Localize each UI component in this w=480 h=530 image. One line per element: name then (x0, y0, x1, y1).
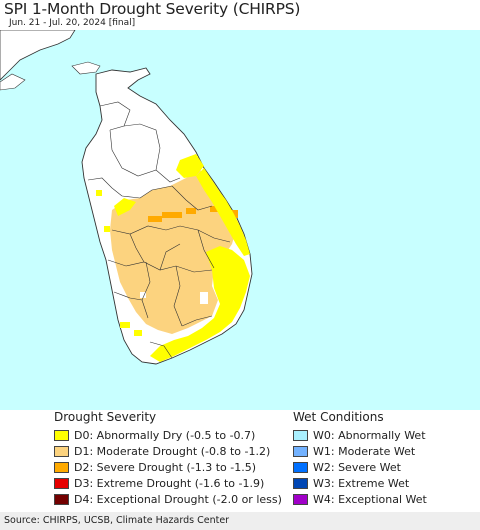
legend-label-d1: D1: Moderate Drought (-0.8 to -1.2) (74, 444, 271, 458)
legend-swatch-w0 (293, 429, 308, 441)
legend-item-d0: D0: Abnormally Dry (-0.5 to -0.7) (54, 427, 282, 443)
d2-patch (210, 206, 218, 212)
normal-patch (140, 292, 146, 298)
legend-label-w1: W1: Moderate Wet (313, 444, 416, 458)
d0-patch (120, 322, 130, 328)
legend-item-d2: D2: Severe Drought (-1.3 to -1.5) (54, 459, 282, 475)
legend-item-w1: W1: Moderate Wet (293, 443, 427, 459)
legend-item-d3: D3: Extreme Drought (-1.6 to -1.9) (54, 475, 282, 491)
d2-patch (148, 216, 162, 222)
map-area (0, 30, 480, 410)
d0-patch (96, 190, 102, 196)
sri-lanka-map (0, 30, 480, 410)
legend-label-d4: D4: Exceptional Drought (-2.0 or less) (74, 492, 282, 506)
legend-label-d0: D0: Abnormally Dry (-0.5 to -0.7) (74, 428, 256, 442)
legend-swatch-w3 (293, 477, 308, 489)
drought-legend: Drought Severity D0: Abnormally Dry (-0.… (54, 410, 282, 507)
legend-item-d4: D4: Exceptional Drought (-2.0 or less) (54, 491, 282, 507)
source-footer: Source: CHIRPS, UCSB, Climate Hazards Ce… (0, 512, 480, 530)
legend-item-d1: D1: Moderate Drought (-0.8 to -1.2) (54, 443, 282, 459)
district-boundaries (87, 101, 231, 359)
legend-item-w3: W3: Extreme Wet (293, 475, 427, 491)
india-landmass (0, 30, 76, 81)
legend-label-d2: D2: Severe Drought (-1.3 to -1.5) (74, 460, 257, 474)
legend-item-w2: W2: Severe Wet (293, 459, 427, 475)
sea (0, 30, 480, 410)
legend-swatch-d2 (54, 461, 69, 473)
map-subtitle: Jun. 21 - Jul. 20, 2024 [final] (9, 18, 136, 28)
legend-label-w3: W3: Extreme Wet (313, 476, 410, 490)
legend-item-w0: W0: Abnormally Wet (293, 427, 427, 443)
legend-swatch-w1 (293, 445, 308, 457)
d2-patch (162, 212, 182, 218)
normal-patch (200, 292, 208, 304)
legend-swatch-d4 (54, 493, 69, 505)
legend-swatch-w4 (293, 493, 308, 505)
legend-swatch-d0 (54, 429, 69, 441)
d2-patch (186, 208, 196, 214)
legend-swatch-d1 (54, 445, 69, 457)
wet-legend-heading: Wet Conditions (293, 410, 384, 424)
d0-north-central (114, 198, 136, 216)
legend-swatch-w2 (293, 461, 308, 473)
drought-legend-heading: Drought Severity (54, 410, 157, 424)
d0-patch (134, 330, 142, 336)
d0-patch (190, 156, 198, 162)
d0-east-coast (196, 168, 250, 256)
d2-patch (232, 210, 238, 218)
map-title: SPI 1-Month Drought Severity (CHIRPS) (4, 0, 301, 18)
rameswaram-island (0, 73, 26, 91)
legend-item-w4: W4: Exceptional Wet (293, 491, 427, 507)
d0-patch (104, 226, 110, 232)
d0-south-east (150, 246, 250, 362)
legend-label-w0: W0: Abnormally Wet (313, 428, 426, 442)
legend-swatch-d3 (54, 477, 69, 489)
legend-label-w2: W2: Severe Wet (313, 460, 401, 474)
northern-island (71, 61, 101, 75)
legend-label-w4: W4: Exceptional Wet (313, 492, 427, 506)
legend-label-d3: D3: Extreme Drought (-1.6 to -1.9) (74, 476, 265, 490)
wet-legend: Wet Conditions W0: Abnormally Wet W1: Mo… (293, 410, 427, 507)
